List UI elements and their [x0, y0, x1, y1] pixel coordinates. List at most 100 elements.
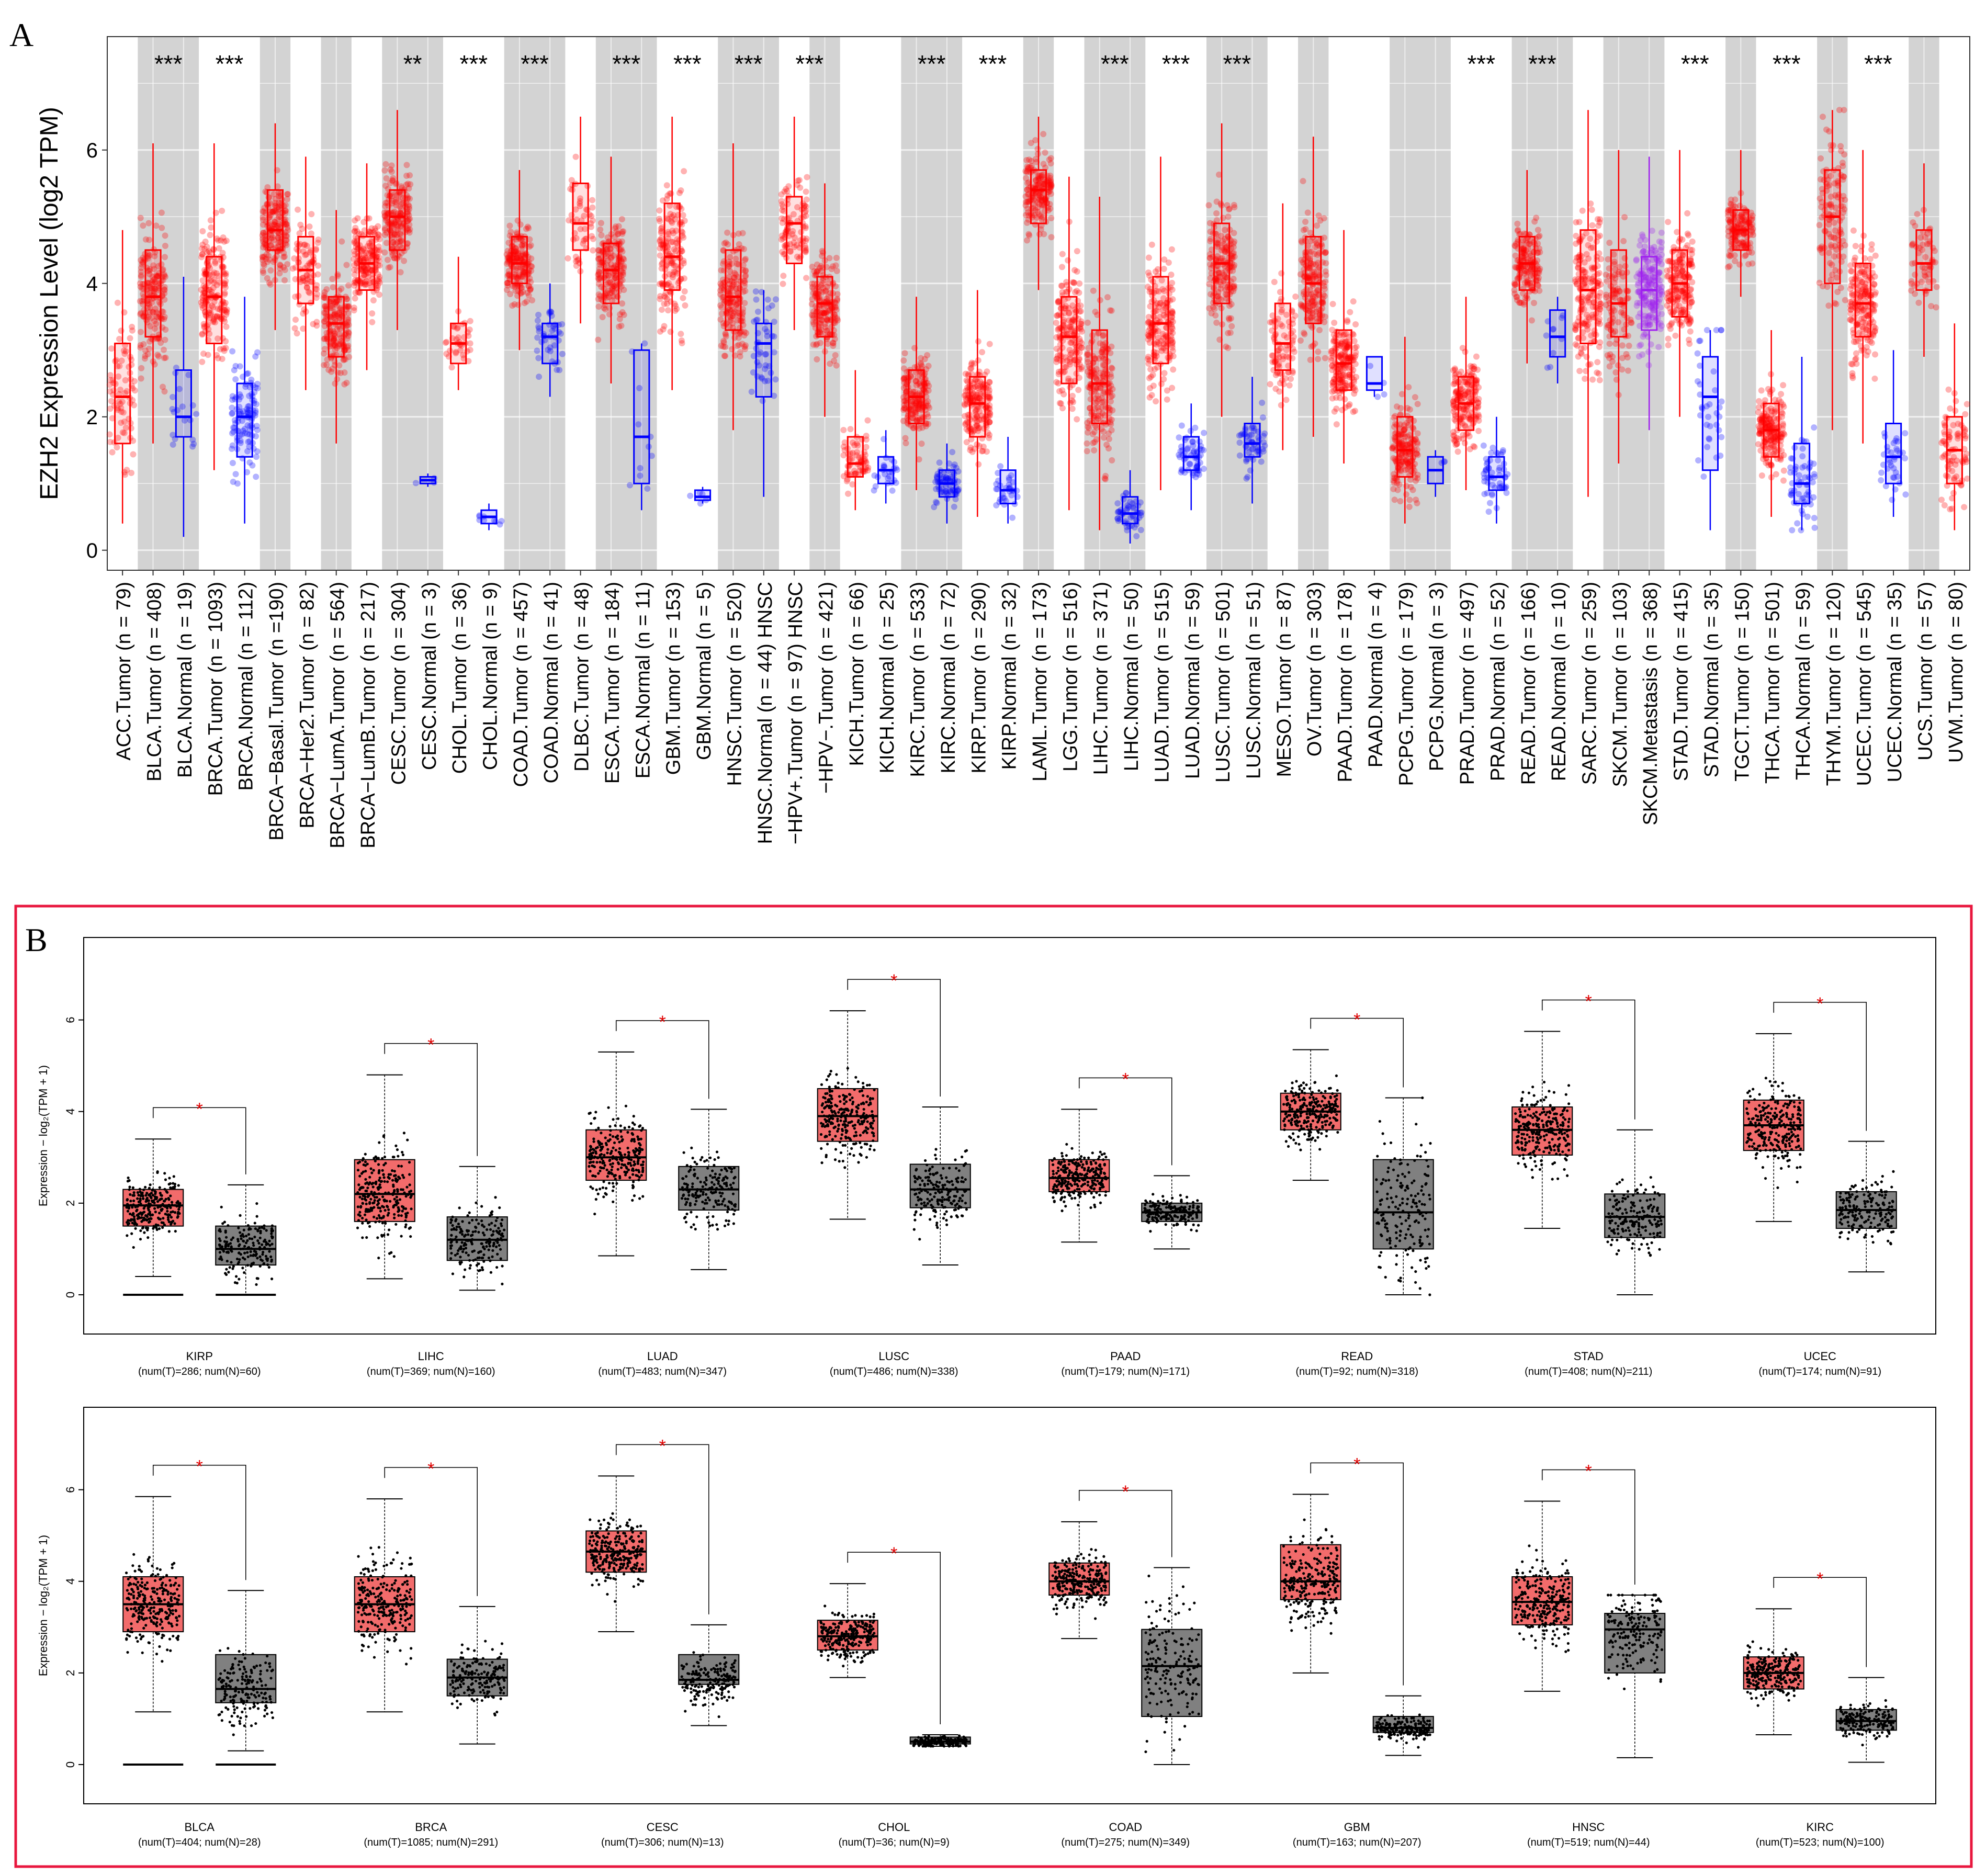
data-point	[1291, 348, 1297, 355]
box-iqr	[1244, 423, 1261, 458]
data-point	[145, 279, 152, 286]
data-point	[1230, 276, 1237, 282]
data-point	[1108, 307, 1115, 314]
data-point	[129, 397, 136, 404]
data-point	[596, 265, 603, 272]
box-iqr	[175, 369, 192, 438]
data-point	[222, 280, 229, 287]
data-point	[407, 181, 414, 188]
data-point	[963, 395, 969, 402]
data-point	[769, 302, 775, 309]
data-point	[140, 313, 146, 320]
data-point	[1213, 319, 1220, 326]
data-point	[138, 265, 144, 272]
data-point	[198, 245, 205, 252]
data-point	[1331, 319, 1338, 326]
data-point	[352, 217, 358, 224]
data-point	[137, 280, 143, 287]
data-point	[1228, 323, 1235, 330]
data-point	[114, 444, 120, 451]
box-iqr	[1274, 302, 1291, 371]
data-point	[121, 418, 128, 425]
data-point	[1259, 399, 1266, 406]
data-point	[146, 252, 153, 259]
x-tick-label: ESCA.Normal (n = 11)	[632, 582, 654, 778]
data-point	[1154, 364, 1161, 371]
data-point	[344, 296, 351, 302]
data-point	[1205, 202, 1212, 209]
data-point	[123, 388, 130, 394]
data-point	[222, 278, 229, 285]
data-point	[680, 295, 686, 301]
data-point	[1123, 490, 1130, 496]
data-point	[804, 174, 810, 180]
data-point	[1297, 337, 1304, 344]
data-point	[283, 233, 290, 240]
data-point	[1078, 318, 1085, 325]
data-point	[975, 357, 981, 364]
x-tick-label: COAD.Tumor (n = 457)	[510, 582, 532, 787]
data-point	[663, 196, 670, 202]
group-shade	[1390, 37, 1451, 570]
data-point	[131, 402, 138, 409]
panel-a-letter: A	[9, 16, 33, 53]
data-point	[1078, 366, 1085, 372]
data-point	[1169, 279, 1176, 286]
data-point	[107, 405, 114, 412]
data-point	[924, 411, 931, 417]
data-point	[229, 410, 236, 416]
panel-a-y-title: EZH2 Expression Level (log2 TPM)	[36, 107, 63, 500]
data-point	[759, 398, 766, 404]
data-point	[129, 323, 136, 330]
data-point	[574, 257, 581, 264]
data-point	[595, 303, 602, 310]
data-point	[596, 275, 603, 281]
data-point	[661, 323, 668, 330]
data-point	[381, 249, 388, 256]
data-point	[147, 323, 154, 330]
data-point	[162, 336, 168, 343]
data-point	[736, 342, 742, 348]
data-point	[1058, 264, 1065, 270]
data-point	[1053, 379, 1060, 386]
data-point	[229, 348, 236, 355]
data-point	[1109, 365, 1115, 372]
data-point	[154, 273, 161, 280]
data-point	[764, 296, 771, 303]
data-point	[1236, 452, 1243, 459]
data-point	[573, 262, 580, 269]
data-point	[1028, 162, 1035, 169]
data-point	[200, 282, 207, 289]
data-point	[1227, 315, 1234, 322]
x-tick-label: KIRC.Tumor (n = 533)	[907, 582, 929, 777]
data-point	[681, 275, 687, 282]
data-point	[1074, 416, 1080, 423]
data-point	[253, 433, 259, 439]
data-point	[679, 340, 685, 347]
data-point	[717, 302, 724, 309]
data-point	[212, 319, 219, 326]
data-point	[161, 296, 168, 303]
x-tick-label: BLCA.Tumor (n = 408)	[144, 582, 166, 782]
data-point	[506, 222, 513, 229]
data-point	[118, 409, 125, 415]
group-shade	[1511, 37, 1573, 570]
group-shade	[138, 37, 199, 570]
data-point	[1164, 396, 1170, 403]
data-point	[1056, 400, 1063, 406]
data-point	[1329, 326, 1336, 333]
data-point	[1048, 214, 1055, 221]
data-point	[352, 279, 359, 286]
x-tick-label: COAD.Normal (n = 41)	[540, 582, 562, 783]
data-point	[717, 280, 724, 287]
data-point	[962, 370, 969, 377]
data-point	[737, 353, 743, 360]
significance-label: ***	[612, 50, 640, 77]
data-point	[308, 211, 315, 218]
data-point	[1302, 219, 1309, 225]
data-point	[146, 284, 153, 290]
data-point	[207, 232, 213, 239]
data-point	[975, 338, 981, 345]
data-point	[219, 355, 225, 362]
data-point	[146, 338, 153, 345]
